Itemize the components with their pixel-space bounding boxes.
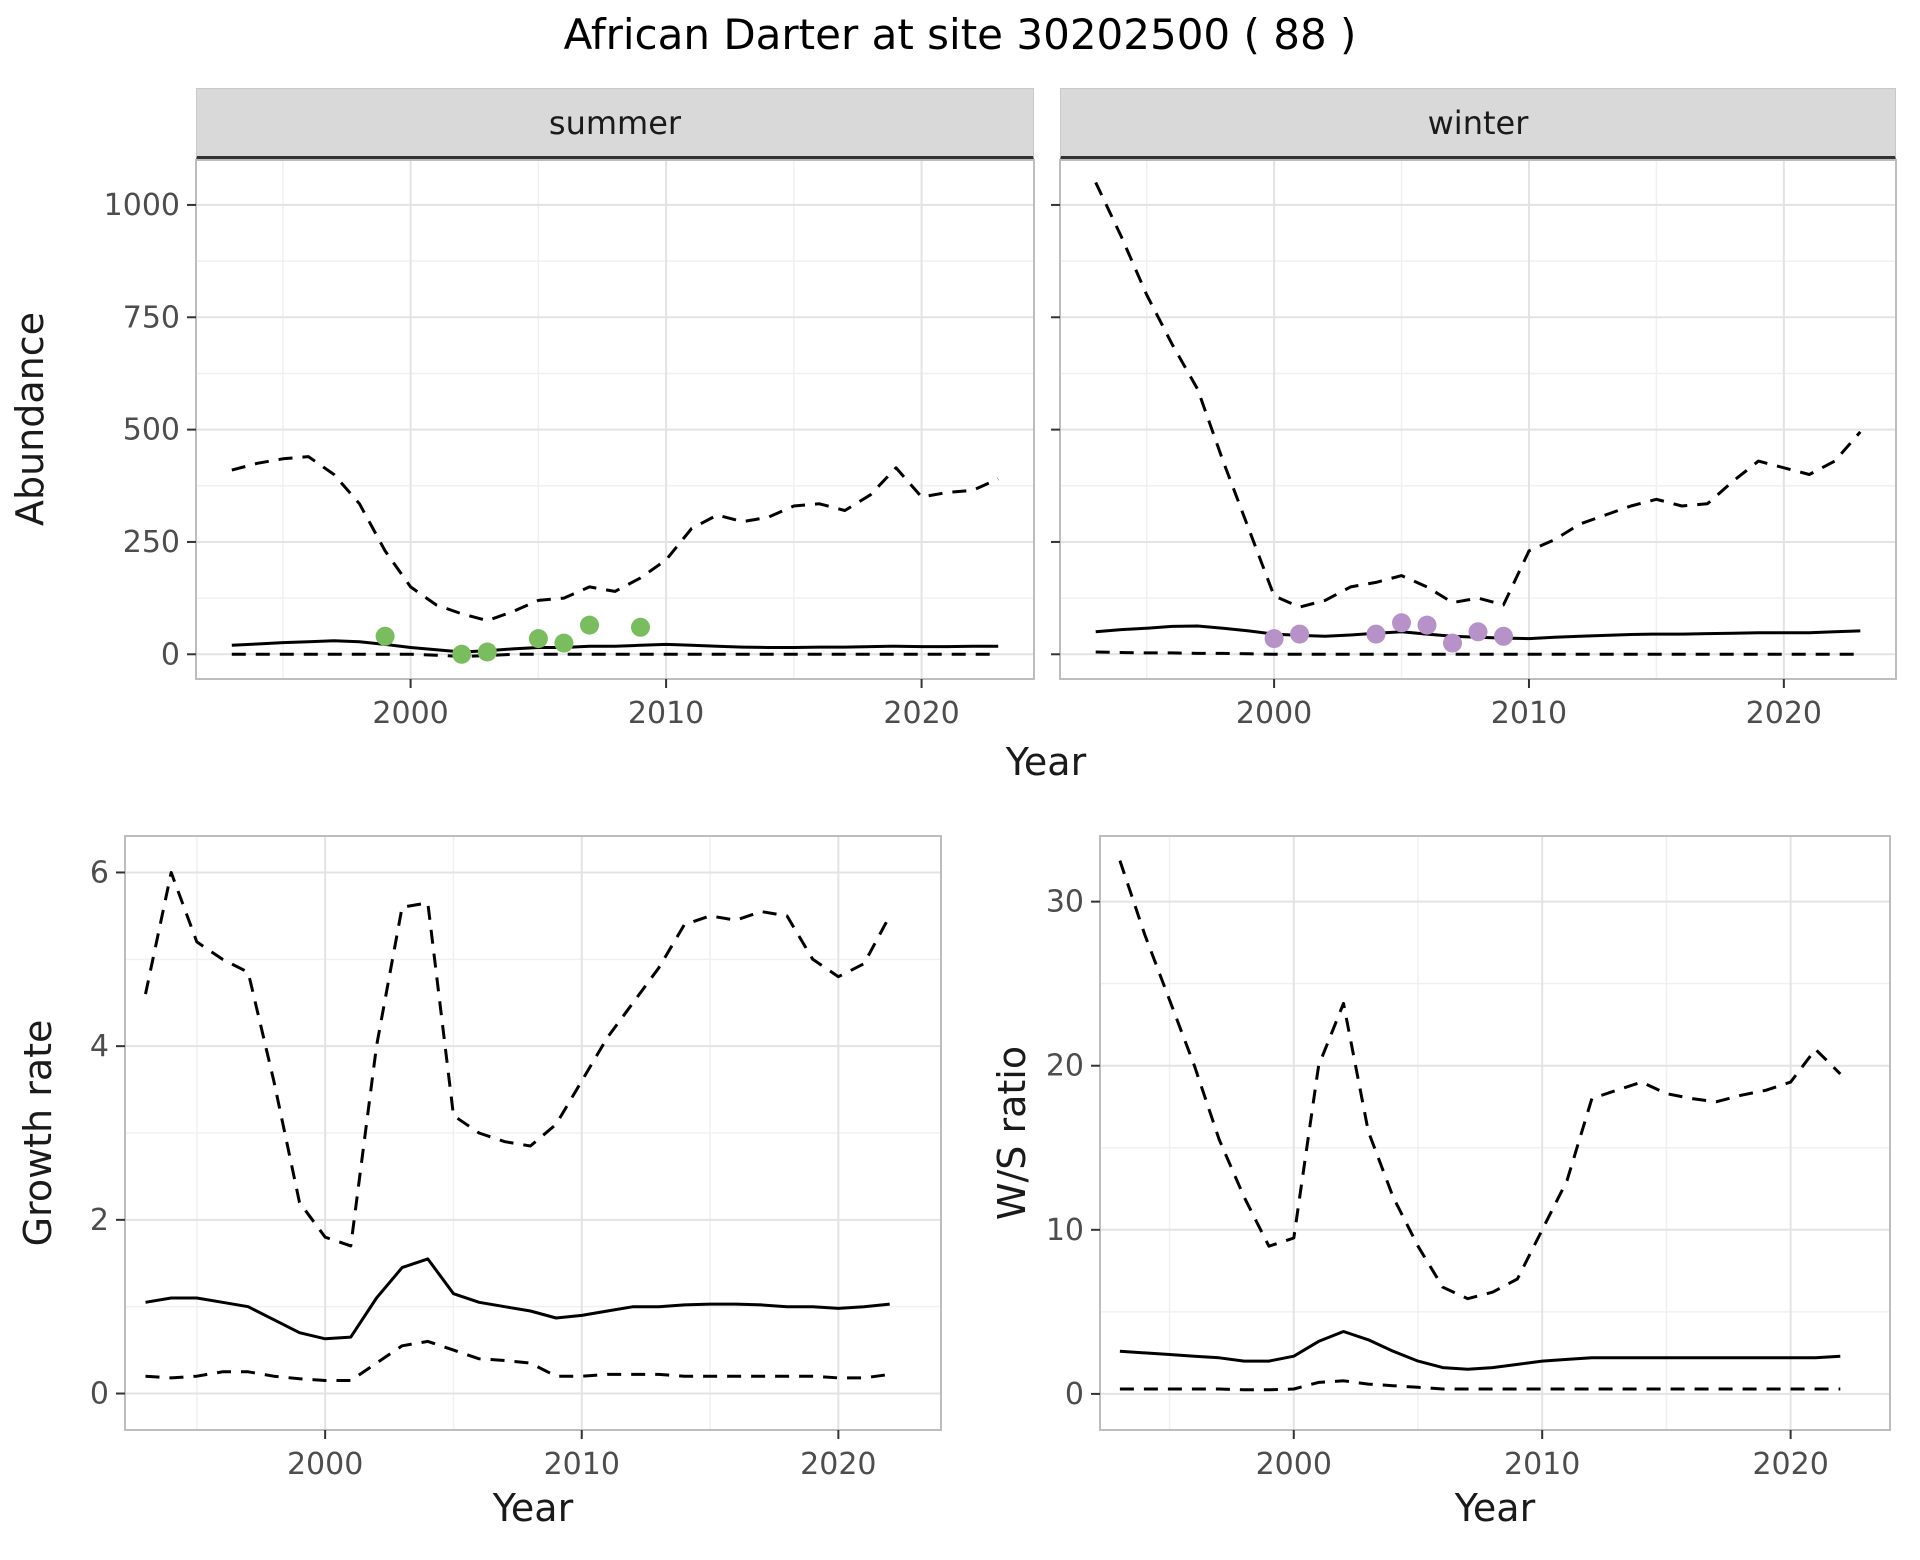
axis-ticks: 2000 2010 2020 0 10 20 30 bbox=[1046, 885, 1829, 1482]
x-tick-label: 2010 bbox=[1504, 1447, 1580, 1482]
facet-strip-winter: winter bbox=[1060, 88, 1896, 160]
panel-background bbox=[1100, 836, 1890, 1430]
series-lower-95ci bbox=[231, 652, 999, 658]
series-upper-95ci bbox=[1118, 860, 1842, 1301]
x-tick-label: 2000 bbox=[1236, 696, 1312, 731]
data-point bbox=[452, 644, 472, 664]
chart-abundance-summer: 2000 2010 2020 0 250 500 750 1000 bbox=[104, 159, 1035, 731]
axis-ticks: 2000 2010 2020 bbox=[1051, 203, 1822, 731]
x-axis-label-year-ws: Year bbox=[1454, 1486, 1536, 1530]
points-observed-counts bbox=[1264, 613, 1513, 653]
axis-ticks: 2000 2010 2020 0 250 500 750 1000 bbox=[104, 188, 960, 731]
panel-background bbox=[1060, 160, 1896, 679]
y-tick-label: 0 bbox=[90, 1377, 109, 1412]
data-point bbox=[554, 633, 574, 653]
x-tick-label: 2020 bbox=[1746, 696, 1822, 731]
panel-border bbox=[195, 159, 1035, 680]
data-point bbox=[1468, 622, 1488, 642]
series-upper-95ci bbox=[144, 871, 892, 1248]
figure-title: African Darter at site 30202500 ( 88 ) bbox=[563, 10, 1357, 59]
y-tick-label: 4 bbox=[90, 1029, 109, 1064]
x-tick-label: 2020 bbox=[883, 696, 959, 731]
series-median bbox=[145, 1257, 890, 1341]
y-tick-label: 250 bbox=[123, 525, 180, 560]
y-tick-label: 0 bbox=[1065, 1377, 1084, 1412]
y-tick-label: 1000 bbox=[104, 188, 180, 223]
panel-border bbox=[124, 835, 942, 1431]
chart-abundance-winter: 2000 2010 2020 bbox=[1051, 159, 1897, 731]
facet-strip-label: summer bbox=[548, 103, 682, 142]
data-point bbox=[1290, 624, 1310, 644]
series-lower-95ci bbox=[1095, 650, 1861, 656]
y-tick-label: 750 bbox=[123, 300, 180, 335]
chart-ws-ratio: 2000 2010 2020 0 10 20 30 bbox=[1046, 835, 1891, 1482]
gridlines bbox=[196, 160, 1034, 679]
series-lower-95ci bbox=[1119, 1379, 1841, 1392]
y-tick-label: 0 bbox=[161, 637, 180, 672]
y-tick-label: 6 bbox=[90, 855, 109, 890]
x-tick-label: 2000 bbox=[372, 696, 448, 731]
data-point bbox=[631, 617, 650, 637]
y-tick-label: 2 bbox=[90, 1203, 109, 1238]
x-tick-label: 2010 bbox=[544, 1447, 620, 1482]
panel-border bbox=[1099, 835, 1891, 1431]
x-tick-label: 2020 bbox=[800, 1447, 876, 1482]
series-median bbox=[1119, 1330, 1841, 1371]
series-lower-95ci bbox=[145, 1339, 890, 1382]
data-point bbox=[1443, 633, 1462, 653]
y-tick-label: 20 bbox=[1046, 1049, 1084, 1084]
x-tick-label: 2010 bbox=[628, 696, 704, 731]
facet-strip-label: winter bbox=[1427, 103, 1529, 142]
y-tick-label: 30 bbox=[1046, 885, 1084, 920]
facet-strip-summer: summer bbox=[196, 88, 1034, 160]
data-point bbox=[1417, 615, 1437, 635]
data-point bbox=[528, 629, 548, 649]
y-tick-label: 500 bbox=[123, 413, 180, 448]
x-tick-label: 2000 bbox=[287, 1447, 363, 1482]
panel-background bbox=[196, 160, 1034, 679]
x-tick-label: 2020 bbox=[1752, 1447, 1828, 1482]
gridlines bbox=[1100, 836, 1890, 1430]
x-tick-label: 2000 bbox=[1256, 1447, 1332, 1482]
y-axis-label-abundance: Abundance bbox=[8, 311, 52, 527]
series-upper-95ci bbox=[231, 455, 999, 623]
y-tick-label: 10 bbox=[1046, 1213, 1084, 1248]
data-point bbox=[580, 615, 599, 635]
axis-ticks: 2000 2010 2020 0 2 4 6 bbox=[90, 855, 877, 1482]
panel-border bbox=[1059, 159, 1897, 680]
data-point bbox=[1494, 626, 1513, 646]
data-point bbox=[1366, 624, 1386, 644]
x-axis-label-year-top: Year bbox=[1005, 740, 1087, 784]
data-point bbox=[477, 642, 497, 662]
points-observed-counts bbox=[375, 615, 650, 664]
x-tick-label: 2010 bbox=[1491, 696, 1567, 731]
data-point bbox=[1264, 629, 1284, 649]
chart-growth-rate: 2000 2010 2020 0 2 4 6 bbox=[90, 835, 942, 1482]
data-point bbox=[375, 626, 395, 646]
data-point bbox=[1392, 613, 1411, 633]
x-axis-label-year-growth: Year bbox=[492, 1486, 574, 1530]
series-median bbox=[231, 639, 999, 654]
